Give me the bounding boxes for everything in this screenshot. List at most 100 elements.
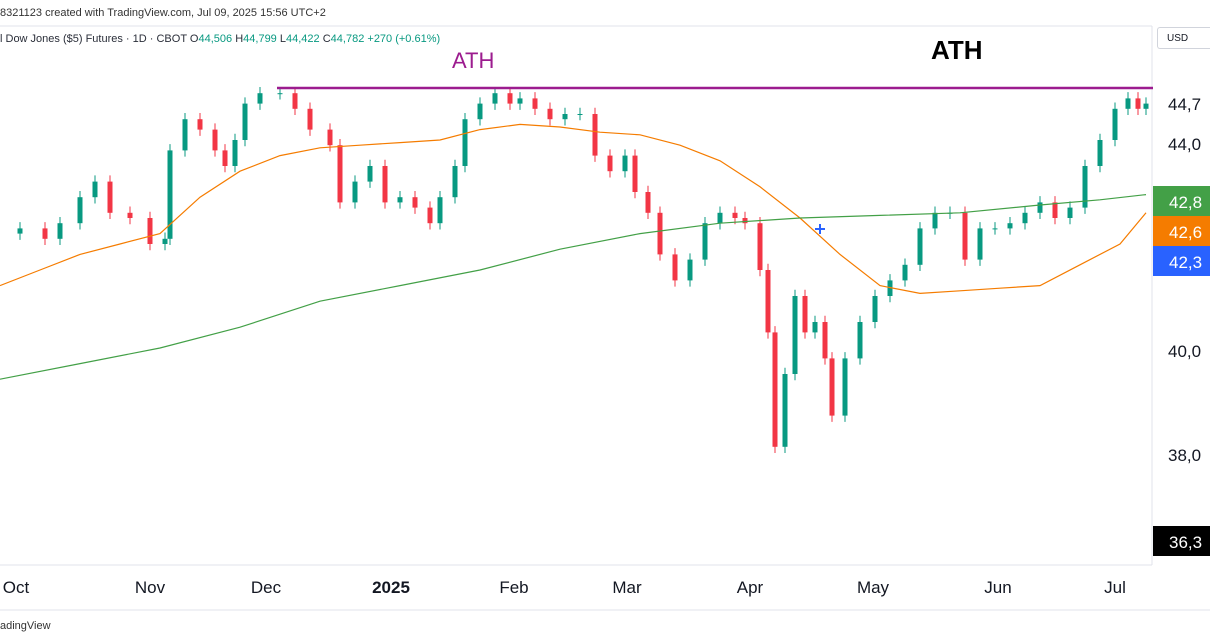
- candle-body: [1125, 98, 1131, 109]
- x-tick-label: Feb: [499, 578, 528, 597]
- tradingview-footer: adingView: [0, 620, 51, 632]
- low-label: L: [279, 33, 286, 45]
- x-tick-label: Oct: [3, 578, 30, 597]
- candle-body: [242, 103, 248, 140]
- candle-body: [702, 223, 708, 260]
- candle-body: [1037, 202, 1043, 213]
- x-tick-label: Mar: [612, 578, 642, 597]
- candle-body: [717, 212, 723, 224]
- candle-body: [162, 238, 168, 244]
- candle-body: [962, 212, 968, 260]
- candle-body: [277, 93, 283, 95]
- price-label-box: [1153, 186, 1210, 216]
- candle-body: [477, 103, 483, 120]
- candle-body: [107, 181, 113, 213]
- candle-body: [167, 150, 173, 239]
- low-value: 44,422: [286, 33, 320, 45]
- close-label: C: [322, 33, 331, 45]
- candle-body: [822, 322, 828, 359]
- candle-body: [232, 140, 238, 166]
- orange-moving-average-line: [0, 123, 1147, 295]
- open-label: O: [189, 33, 199, 45]
- price-label-text: 36,3: [1169, 533, 1202, 552]
- candle-body: [42, 228, 48, 239]
- candle-body: [1082, 166, 1088, 208]
- candle-body: [687, 259, 693, 281]
- y-tick-label: 40,0: [1168, 342, 1201, 361]
- candle-body: [57, 223, 63, 239]
- candle-body: [782, 374, 788, 447]
- candle-body: [917, 228, 923, 265]
- candle-body: [732, 212, 738, 218]
- candle-body: [492, 93, 498, 104]
- candle-body: [1067, 207, 1073, 218]
- high-label: H: [235, 33, 244, 45]
- candles-layer: [17, 86, 1149, 454]
- green-moving-average-line: [0, 194, 1147, 380]
- symbol-name: l Dow Jones ($5) Futures · 1D · CBOT: [0, 33, 187, 45]
- candle-body: [547, 108, 553, 120]
- candle-body: [197, 119, 203, 130]
- candle-body: [397, 197, 403, 203]
- candle-body: [427, 207, 433, 224]
- candle-body: [257, 93, 263, 104]
- currency-selector[interactable]: USD: [1157, 27, 1210, 49]
- candle-body: [307, 108, 313, 130]
- price-label-text: 42,8: [1169, 193, 1202, 212]
- candle-body: [577, 114, 583, 115]
- created-by-text: 8321123 created with TradingView.com, Ju…: [0, 7, 326, 19]
- time-axis: Oct Nov Dec 2025 Feb Mar Apr May Jun Jul: [3, 578, 1126, 597]
- price-label-text: 42,3: [1169, 253, 1202, 272]
- high-value: 44,799: [243, 33, 277, 45]
- candle-body: [645, 192, 651, 213]
- price-label-box: [1153, 526, 1210, 556]
- candle-body: [462, 119, 468, 166]
- candle-body: [829, 358, 835, 416]
- candle-body: [592, 114, 598, 156]
- candle-body: [672, 254, 678, 281]
- candle-body: [337, 145, 343, 203]
- open-value: 44,506: [198, 33, 233, 45]
- candle-body: [872, 296, 878, 322]
- candle-body: [792, 296, 798, 374]
- x-tick-label: Nov: [135, 578, 166, 597]
- candle-body: [92, 181, 98, 198]
- candle-body: [842, 358, 848, 416]
- candle-body: [382, 166, 388, 203]
- x-tick-label: 2025: [372, 578, 410, 597]
- price-axis: 44,7 44,0 40,0 38,0: [1168, 95, 1201, 465]
- close-value: 44,782: [330, 33, 365, 45]
- candle-body: [657, 212, 663, 255]
- y-tick-label: 44,0: [1168, 135, 1201, 154]
- candle-body: [532, 98, 538, 109]
- candle-body: [327, 129, 333, 146]
- symbol-legend: l Dow Jones ($5) Futures · 1D · CBOT O44…: [0, 33, 440, 45]
- candle-body: [452, 166, 458, 198]
- candle-body: [182, 119, 188, 151]
- ath-label-left: ATH: [452, 48, 494, 73]
- candle-body: [412, 197, 418, 208]
- candle-body: [1007, 223, 1013, 229]
- ath-label-right: ATH: [931, 35, 983, 65]
- price-labels: 42,8 42,6 42,3 36,3: [1153, 186, 1210, 556]
- candle-body: [1143, 103, 1149, 109]
- candle-body: [1097, 140, 1103, 166]
- candle-body: [632, 155, 638, 192]
- candle-body: [977, 228, 983, 260]
- candle-body: [352, 181, 358, 203]
- candle-body: [127, 212, 133, 218]
- candle-body: [367, 166, 373, 182]
- crosshair-marker: [815, 224, 825, 234]
- y-tick-label: 44,7: [1168, 95, 1201, 114]
- candle-body: [1135, 98, 1141, 109]
- candle-body: [292, 93, 298, 109]
- candle-body: [742, 218, 748, 224]
- candle-body: [902, 264, 908, 281]
- x-tick-label: Apr: [737, 578, 764, 597]
- x-tick-label: May: [857, 578, 890, 597]
- x-tick-label: Jun: [984, 578, 1011, 597]
- candle-body: [887, 280, 893, 296]
- y-tick-label: 38,0: [1168, 446, 1201, 465]
- candle-body: [517, 98, 523, 104]
